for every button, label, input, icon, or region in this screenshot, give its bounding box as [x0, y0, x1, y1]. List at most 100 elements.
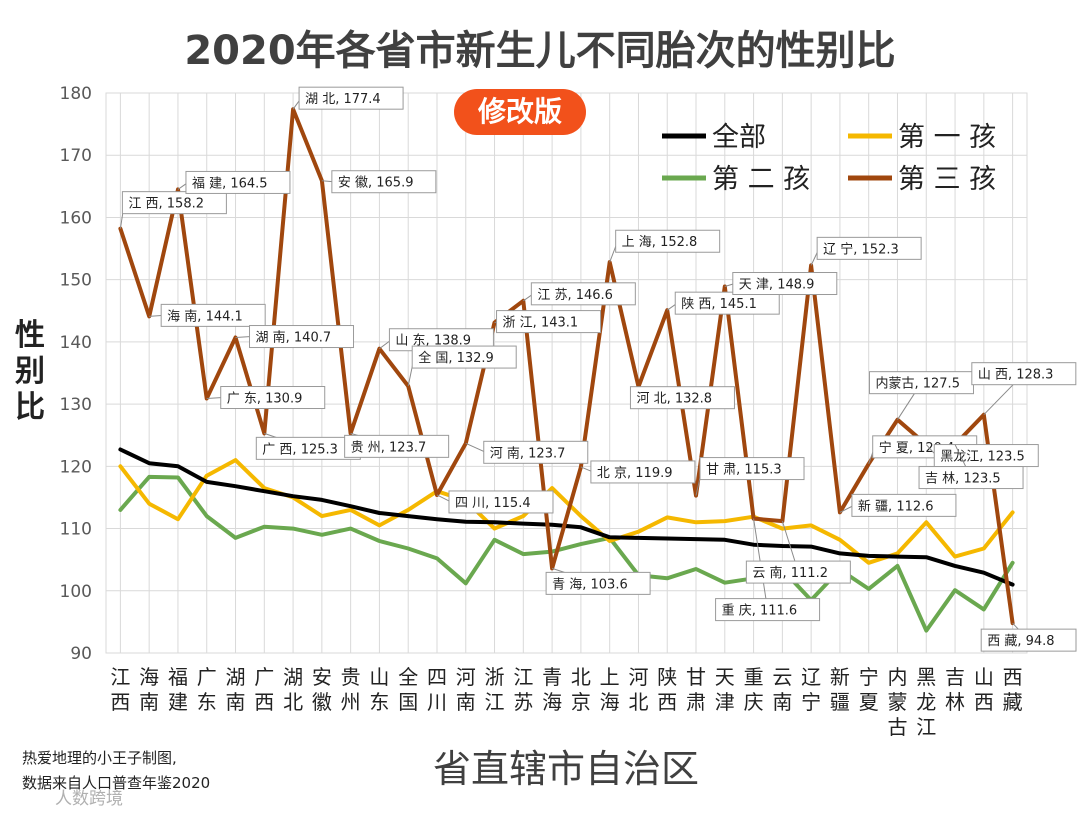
watermark-text: 人数跨境	[55, 789, 123, 809]
annotation-box	[980, 628, 1077, 652]
x-tick-label: 广东	[197, 665, 217, 714]
x-tick-label: 青海	[542, 665, 562, 714]
annotation-box	[545, 571, 651, 595]
annotation-label: 黑龙江, 123.5	[940, 450, 1024, 465]
x-tick-label: 宁夏	[859, 665, 879, 714]
annotation-box	[411, 345, 517, 369]
annotation-box	[249, 325, 355, 349]
x-tick-label: 天津	[715, 665, 735, 714]
annotation-label: 陕 西, 145.1	[681, 297, 757, 312]
x-tick-label: 吉林	[945, 665, 965, 714]
annotation-label: 江 苏, 146.6	[537, 287, 613, 303]
x-tick-label: 内蒙古	[887, 665, 907, 739]
annotation-box	[851, 493, 957, 517]
x-tick-label: 上海	[600, 665, 620, 714]
x-tick-label: 湖北	[283, 665, 303, 714]
annotation-box	[629, 386, 735, 410]
annotation-label: 甘 肃, 115.3	[706, 463, 782, 478]
annotation-label: 内蒙古, 127.5	[875, 376, 959, 392]
y-tick-label: 140	[60, 333, 92, 353]
annotation-label: 广 东, 130.9	[227, 392, 303, 407]
annotation-box	[615, 229, 721, 253]
annotation-box	[745, 560, 851, 584]
annotation-box	[344, 434, 450, 458]
annotation-label: 福 建, 164.5	[192, 176, 268, 191]
x-axis-title: 省直辖市自治区	[433, 747, 699, 791]
x-tick-label: 贵州	[341, 665, 361, 714]
annotation-box	[732, 272, 838, 296]
x-tick-label: 安徽	[312, 665, 332, 714]
x-tick-label: 云南	[772, 665, 792, 714]
annotation-label: 云 南, 111.2	[752, 565, 828, 581]
y-tick-label: 130	[60, 395, 92, 415]
x-tick-label: 陕西	[657, 665, 677, 714]
annotation-label: 吉 林, 123.5	[925, 472, 1001, 487]
y-tick-label: 180	[60, 84, 92, 104]
x-tick-label: 西藏	[1003, 665, 1023, 714]
series-line-0	[118, 447, 1015, 587]
x-tick-label: 福建	[168, 665, 188, 714]
annotation-box	[185, 170, 291, 194]
annotation-box	[160, 303, 266, 327]
annotation-label: 天 津, 148.9	[739, 278, 815, 293]
annotation-box	[816, 236, 922, 260]
y-axis-title: 性别比	[15, 318, 45, 425]
x-tick-label: 北京	[571, 665, 591, 714]
chart-title: 2020年各省市新生儿不同胎次的性别比	[184, 28, 895, 74]
credit-line-1: 热爱地理的小王子制图,	[22, 749, 177, 767]
annotation-label: 四 川, 115.4	[455, 496, 531, 511]
y-tick-label: 150	[60, 271, 92, 291]
x-tick-label: 四川	[427, 665, 447, 714]
x-tick-label: 全国	[398, 665, 418, 714]
annotation-box	[699, 457, 805, 481]
y-tick-label: 120	[60, 457, 92, 477]
annotation-label: 辽 宁, 152.3	[823, 241, 899, 257]
series-line-3	[118, 107, 1015, 626]
annotation-box	[496, 310, 602, 334]
annotation-box	[530, 282, 636, 306]
annotation-box	[715, 598, 821, 622]
badge-background	[454, 89, 586, 135]
annotation-label: 重 庆, 111.6	[722, 603, 798, 619]
annotation-box	[448, 490, 554, 514]
x-tick-label: 河北	[628, 665, 648, 714]
annotation-label: 广 西, 125.3	[262, 442, 338, 457]
annotation-box	[971, 362, 1077, 386]
annotation-label: 安 徽, 165.9	[338, 176, 414, 191]
annotation-label: 河 北, 132.8	[636, 392, 712, 407]
x-tick-label: 海南	[139, 665, 159, 714]
x-tick-label: 山东	[369, 665, 389, 714]
series-line-2	[118, 474, 1015, 633]
badge-text: 修改版	[477, 95, 562, 128]
x-tick-label: 湖南	[226, 665, 246, 714]
annotation-label: 全 国, 132.9	[418, 350, 494, 366]
annotation-label: 贵 州, 123.7	[351, 440, 427, 455]
annotation-label: 湖 南, 140.7	[256, 330, 332, 346]
annotation-box	[590, 460, 696, 484]
annotation-leader	[465, 442, 486, 453]
x-tick-label: 黑龙江	[916, 665, 936, 739]
x-tick-label: 广西	[254, 665, 274, 714]
y-tick-label: 160	[60, 208, 92, 228]
legend-label: 第 二 孩	[712, 164, 810, 195]
annotation-box	[331, 170, 437, 194]
annotation-leader	[206, 397, 223, 400]
x-tick-label: 山西	[974, 665, 994, 714]
y-tick-label: 170	[60, 146, 92, 166]
annotation-box	[220, 386, 326, 410]
annotation-label: 湖 北, 177.4	[305, 92, 381, 107]
annotation-box	[674, 291, 780, 315]
annotation-label: 青 海, 103.6	[552, 577, 628, 592]
x-tick-label: 甘肃	[686, 665, 706, 714]
x-tick-label: 新疆	[830, 665, 850, 714]
x-tick-label: 重庆	[744, 665, 764, 714]
annotation-label: 山 东, 138.9	[395, 334, 471, 349]
annotation-label: 浙 江, 143.1	[503, 316, 579, 331]
legend-label: 第 三 孩	[898, 164, 996, 195]
x-tick-label: 浙江	[485, 665, 505, 714]
annotation-label: 山 西, 128.3	[978, 368, 1054, 383]
x-tick-label: 河南	[456, 665, 476, 714]
annotation-label: 北 京, 119.9	[597, 466, 673, 481]
